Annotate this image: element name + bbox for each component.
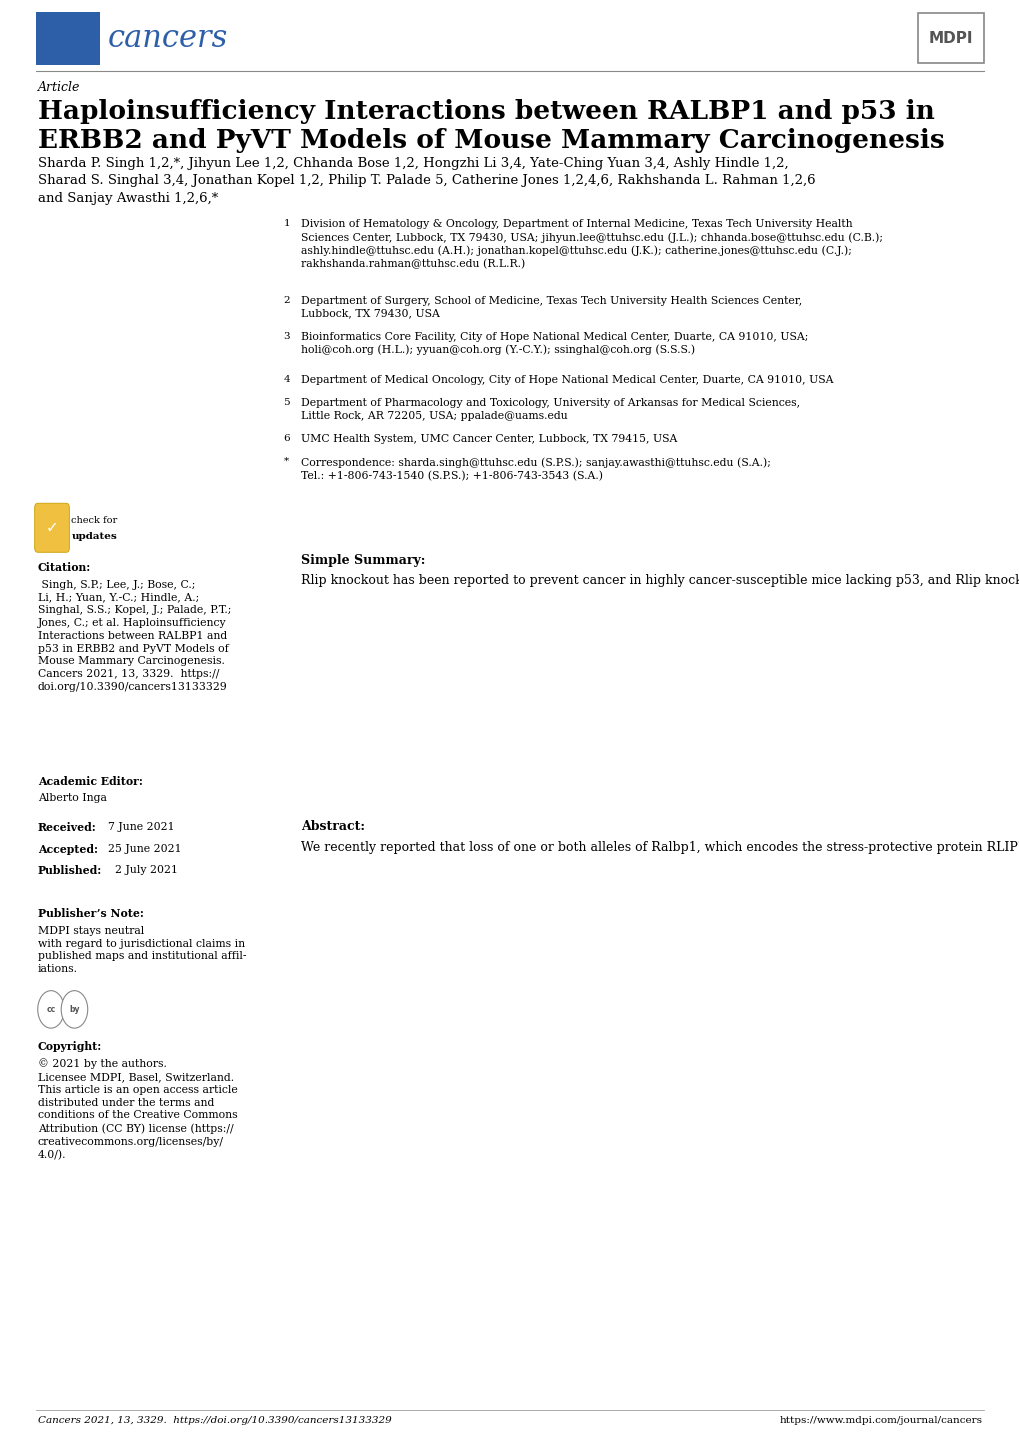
Text: 4: 4: [283, 375, 289, 384]
Text: Copyright:: Copyright:: [38, 1041, 102, 1053]
Text: 2 July 2021: 2 July 2021: [115, 865, 178, 875]
Text: Academic Editor:: Academic Editor:: [38, 776, 143, 787]
Text: Citation:: Citation:: [38, 562, 91, 574]
Text: by: by: [69, 1005, 79, 1014]
Text: Haploinsufficiency Interactions between RALBP1 and p53 in: Haploinsufficiency Interactions between …: [38, 99, 933, 124]
FancyBboxPatch shape: [36, 12, 100, 65]
Text: © 2021 by the authors.
Licensee MDPI, Basel, Switzerland.
This article is an ope: © 2021 by the authors. Licensee MDPI, Ba…: [38, 1058, 237, 1159]
Text: *: *: [283, 457, 288, 466]
FancyBboxPatch shape: [917, 13, 983, 63]
Text: Received:: Received:: [38, 822, 97, 833]
Text: Bioinformatics Core Facility, City of Hope National Medical Center, Duarte, CA 9: Bioinformatics Core Facility, City of Ho…: [301, 332, 807, 355]
Text: Sharad S. Singhal 3,4, Jonathan Kopel 1,2, Philip T. Palade 5, Catherine Jones 1: Sharad S. Singhal 3,4, Jonathan Kopel 1,…: [38, 174, 814, 187]
Text: Alberto Inga: Alberto Inga: [38, 793, 107, 803]
Text: Cancers 2021, 13, 3329.  https://doi.org/10.3390/cancers13133329: Cancers 2021, 13, 3329. https://doi.org/…: [38, 1416, 391, 1425]
Text: 7 June 2021: 7 June 2021: [108, 822, 174, 832]
Text: Department of Surgery, School of Medicine, Texas Tech University Health Sciences: Department of Surgery, School of Medicin…: [301, 296, 801, 319]
Text: Sharda P. Singh 1,2,*, Jihyun Lee 1,2, Chhanda Bose 1,2, Hongzhi Li 3,4, Yate-Ch: Sharda P. Singh 1,2,*, Jihyun Lee 1,2, C…: [38, 157, 788, 170]
Text: Rlip knockout has been reported to prevent cancer in highly cancer-susceptible m: Rlip knockout has been reported to preve…: [301, 574, 1019, 587]
Text: ERBB2 and PyVT Models of Mouse Mammary Carcinogenesis: ERBB2 and PyVT Models of Mouse Mammary C…: [38, 128, 944, 153]
Text: check for: check for: [71, 516, 117, 525]
Text: Simple Summary:: Simple Summary:: [301, 554, 425, 567]
FancyBboxPatch shape: [35, 503, 69, 552]
Text: Article: Article: [38, 81, 81, 94]
Circle shape: [38, 991, 64, 1028]
Text: 3: 3: [283, 332, 289, 340]
Text: We recently reported that loss of one or both alleles of Ralbp1, which encodes t: We recently reported that loss of one or…: [301, 841, 1019, 854]
Text: and Sanjay Awasthi 1,2,6,*: and Sanjay Awasthi 1,2,6,*: [38, 192, 218, 205]
Text: Abstract:: Abstract:: [301, 820, 365, 833]
Text: cancers: cancers: [108, 23, 228, 53]
Text: 5: 5: [283, 398, 289, 407]
Circle shape: [61, 991, 88, 1028]
Text: https://www.mdpi.com/journal/cancers: https://www.mdpi.com/journal/cancers: [779, 1416, 981, 1425]
Text: Singh, S.P.; Lee, J.; Bose, C.;
Li, H.; Yuan, Y.-C.; Hindle, A.;
Singhal, S.S.; : Singh, S.P.; Lee, J.; Bose, C.; Li, H.; …: [38, 580, 231, 692]
Text: cc: cc: [46, 1005, 56, 1014]
Text: 25 June 2021: 25 June 2021: [108, 844, 181, 854]
Text: Department of Pharmacology and Toxicology, University of Arkansas for Medical Sc: Department of Pharmacology and Toxicolog…: [301, 398, 799, 421]
Text: 1: 1: [283, 219, 289, 228]
Text: MDPI: MDPI: [928, 30, 972, 46]
Text: 2: 2: [283, 296, 289, 304]
Text: Publisher’s Note:: Publisher’s Note:: [38, 908, 144, 920]
Text: MDPI stays neutral
with regard to jurisdictional claims in
published maps and in: MDPI stays neutral with regard to jurisd…: [38, 926, 246, 975]
Text: Accepted:: Accepted:: [38, 844, 98, 855]
Text: updates: updates: [71, 532, 117, 541]
Text: UMC Health System, UMC Cancer Center, Lubbock, TX 79415, USA: UMC Health System, UMC Cancer Center, Lu…: [301, 434, 677, 444]
Text: Department of Medical Oncology, City of Hope National Medical Center, Duarte, CA: Department of Medical Oncology, City of …: [301, 375, 833, 385]
Text: Division of Hematology & Oncology, Department of Internal Medicine, Texas Tech U: Division of Hematology & Oncology, Depar…: [301, 219, 882, 270]
Text: ✓: ✓: [46, 521, 58, 535]
Text: Correspondence: sharda.singh@ttuhsc.edu (S.P.S.); sanjay.awasthi@ttuhsc.edu (S.A: Correspondence: sharda.singh@ttuhsc.edu …: [301, 457, 770, 480]
Text: Published:: Published:: [38, 865, 102, 877]
Text: 6: 6: [283, 434, 289, 443]
